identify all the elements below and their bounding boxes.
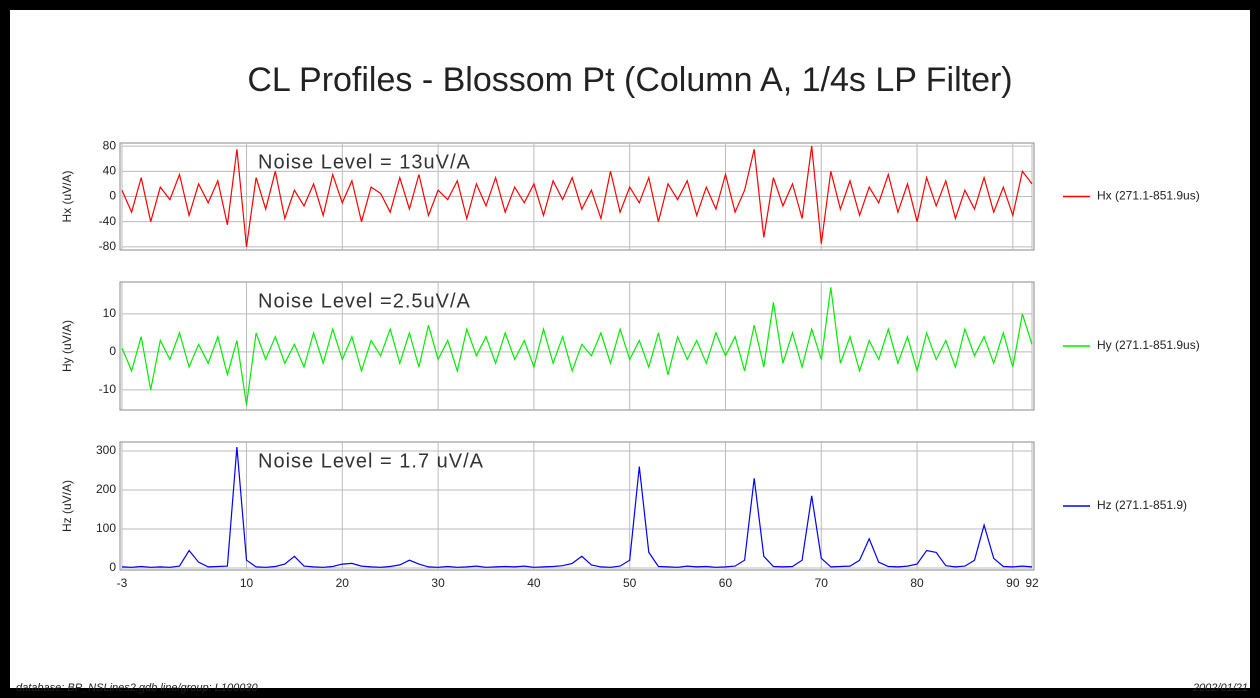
footer-left: database: BP_NSLines2.gdb line/group: L1… xyxy=(16,682,258,694)
title: CL Profiles - Blossom Pt (Column A, 1/4s… xyxy=(247,61,1012,99)
legend-label: Hz (271.1-851.9) xyxy=(1097,498,1187,512)
x-tick-label: 92 xyxy=(1025,576,1039,590)
x-tick-label: 90 xyxy=(1006,576,1020,590)
annotation: Noise Level = 13uV/A xyxy=(258,151,471,173)
y-tick-label: -80 xyxy=(99,239,117,253)
y-tick-label: 0 xyxy=(109,560,116,574)
y-axis-label: Hx (uV/A) xyxy=(60,170,74,222)
plot-area xyxy=(119,281,1035,411)
x-tick-label: 80 xyxy=(910,576,924,590)
legend-label: Hy (271.1-851.9us) xyxy=(1097,338,1200,352)
legend-label: Hx (271.1-851.9us) xyxy=(1097,189,1200,203)
y-tick-label: 0 xyxy=(109,189,116,203)
x-tick-label: 70 xyxy=(815,576,829,590)
annotation: Noise Level = 1.7 uV/A xyxy=(258,450,484,472)
annotation: Noise Level =2.5uV/A xyxy=(258,290,471,312)
data-line xyxy=(121,287,1033,406)
y-tick-label: -10 xyxy=(99,382,117,396)
data-line xyxy=(121,447,1033,568)
x-tick-label: 30 xyxy=(431,576,445,590)
y-tick-label: 200 xyxy=(96,482,116,496)
x-tick-label: 40 xyxy=(527,576,541,590)
x-tick-label: 50 xyxy=(623,576,637,590)
y-tick-label: 100 xyxy=(96,521,116,535)
y-tick-label: 0 xyxy=(109,344,116,358)
y-tick-label: 300 xyxy=(96,443,116,457)
y-tick-label: 10 xyxy=(103,306,117,320)
x-tick-label: 60 xyxy=(719,576,733,590)
y-tick-label: 80 xyxy=(103,138,117,152)
plot-area xyxy=(119,441,1035,571)
y-axis-label: Hy (uV/A) xyxy=(60,320,74,372)
x-tick-label: 20 xyxy=(336,576,350,590)
data-line xyxy=(121,146,1033,247)
y-tick-label: -40 xyxy=(99,214,117,228)
footer-right: 2002/01/21 xyxy=(1192,682,1248,694)
y-axis-label: Hz (uV/A) xyxy=(60,480,74,532)
y-tick-label: 40 xyxy=(103,163,117,177)
x-tick-label: 10 xyxy=(240,576,254,590)
x-tick-label: -3 xyxy=(117,576,128,590)
